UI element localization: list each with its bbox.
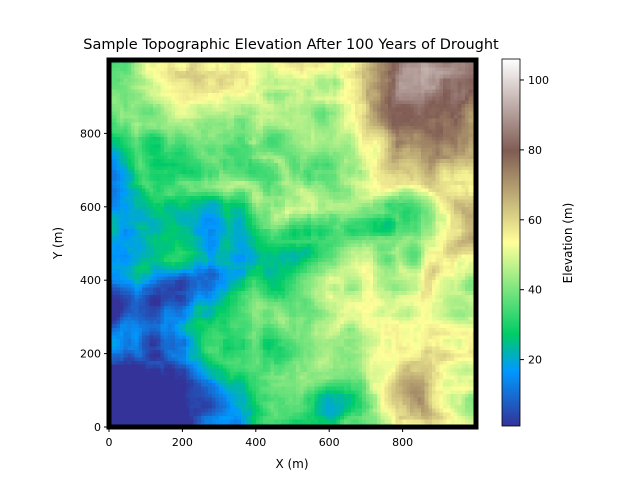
x-tick-label: 600 — [319, 436, 340, 449]
y-axis-label: Y (m) — [51, 227, 65, 260]
colorbar: 20 40 60 80 100 Elevation (m) — [501, 58, 575, 427]
y-tick-label: 400 — [80, 274, 101, 287]
colorbar-tick-label: 100 — [528, 74, 549, 87]
y-tick-label: 800 — [80, 127, 101, 140]
x-tick-label: 200 — [172, 436, 193, 449]
chart-title: Sample Topographic Elevation After 100 Y… — [83, 37, 499, 53]
x-tick-label: 400 — [245, 436, 266, 449]
x-tick-label: 800 — [392, 436, 413, 449]
y-tick-label: 200 — [80, 348, 101, 361]
colorbar-ticks: 20 40 60 80 100 — [520, 74, 549, 367]
colorbar-tick-label: 80 — [528, 144, 542, 157]
x-axis: 0 200 400 600 800 — [106, 427, 413, 449]
y-tick-label: 0 — [94, 421, 101, 434]
colorbar-tick-label: 40 — [528, 284, 542, 297]
plot-frame — [106, 57, 479, 430]
y-tick-label: 600 — [80, 201, 101, 214]
heatmap-area — [109, 60, 476, 427]
colorbar-tick-label: 20 — [528, 354, 542, 367]
x-axis-label: X (m) — [275, 457, 308, 471]
colorbar-gradient — [501, 58, 521, 427]
elevation-heatmap — [109, 60, 476, 427]
colorbar-label: Elevation (m) — [561, 203, 575, 284]
x-tick-label: 0 — [106, 436, 113, 449]
y-axis: 0 200 400 600 800 — [80, 127, 109, 434]
colorbar-tick-label: 60 — [528, 214, 542, 227]
